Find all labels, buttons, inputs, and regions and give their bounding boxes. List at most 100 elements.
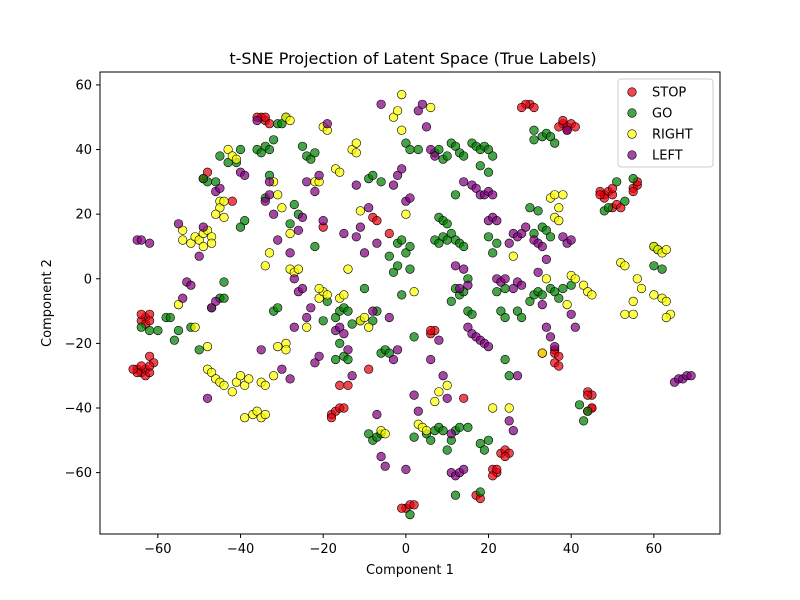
data-point-go: [550, 138, 560, 148]
data-point-stop: [558, 115, 568, 126]
data-point-left: [401, 464, 411, 475]
data-point-go: [483, 435, 494, 445]
data-point-go: [450, 490, 461, 500]
y-tick-label: 40: [75, 143, 92, 158]
data-point-stop: [145, 361, 155, 371]
data-point-left: [376, 451, 386, 462]
data-point-right: [285, 115, 295, 126]
data-point-left: [314, 170, 324, 180]
data-point-go: [368, 316, 378, 326]
data-point-right: [240, 380, 250, 391]
data-point-left: [322, 119, 332, 129]
data-point-go: [343, 306, 353, 316]
data-point-go: [516, 312, 527, 323]
data-point-right: [198, 241, 208, 252]
data-point-go: [405, 241, 415, 252]
x-tick-label: 0: [402, 542, 410, 557]
data-point-left: [277, 364, 287, 374]
data-point-go: [442, 219, 452, 229]
data-point-go: [483, 232, 494, 242]
data-point-right: [339, 290, 349, 300]
legend-label-right: RIGHT: [652, 128, 693, 143]
data-point-left: [293, 225, 304, 235]
data-point-right: [620, 309, 630, 319]
data-point-go: [405, 509, 415, 520]
data-point-go: [384, 348, 394, 358]
data-point-right: [252, 406, 262, 416]
data-point-left: [463, 280, 473, 290]
data-point-right: [343, 264, 353, 274]
data-point-go: [488, 248, 498, 258]
data-point-go: [165, 312, 175, 323]
data-point-right: [554, 216, 564, 226]
data-point-go: [359, 283, 370, 294]
data-point-go: [388, 267, 399, 277]
data-point-right: [281, 345, 291, 355]
data-point-right: [264, 248, 275, 258]
data-point-go: [310, 241, 320, 252]
data-point-go: [347, 319, 357, 329]
data-point-left: [318, 216, 328, 226]
data-point-stop: [145, 351, 155, 361]
data-point-go: [438, 426, 448, 436]
data-point-right: [426, 102, 436, 113]
legend-label-go: GO: [652, 107, 672, 122]
data-point-go: [566, 280, 576, 290]
data-point-go: [235, 222, 246, 232]
data-point-left: [252, 115, 262, 126]
data-point-right: [661, 296, 671, 307]
data-point-go: [446, 228, 456, 239]
data-point-stop: [570, 122, 580, 132]
legend-label-stop: STOP: [652, 86, 686, 101]
legend-box: [617, 78, 714, 168]
data-point-right: [570, 274, 580, 284]
plot-area: [128, 89, 696, 520]
data-point-left: [207, 303, 217, 313]
data-point-left: [289, 322, 299, 332]
data-point-go: [537, 290, 547, 300]
data-point-go: [343, 354, 353, 365]
data-point-go: [450, 141, 461, 151]
data-point-go: [459, 241, 469, 252]
data-point-left: [215, 183, 225, 193]
data-point-left: [376, 99, 386, 109]
data-point-left: [302, 312, 312, 323]
data-point-right: [388, 112, 399, 122]
data-point-left: [541, 254, 552, 264]
data-point-right: [409, 287, 419, 297]
data-point-stop: [136, 309, 146, 319]
data-point-left: [471, 183, 481, 193]
data-point-right: [355, 206, 366, 216]
data-point-left: [264, 177, 275, 187]
x-tick-label: −60: [144, 542, 171, 557]
data-point-stop: [488, 471, 498, 481]
data-point-left: [463, 322, 473, 332]
data-point-go: [612, 177, 622, 187]
data-point-right: [434, 387, 444, 397]
data-point-left: [545, 332, 556, 342]
data-point-right: [223, 144, 233, 155]
data-point-go: [455, 422, 465, 433]
data-point-go: [483, 144, 494, 155]
chart-title: t-SNE Projection of Latent Space (True L…: [229, 49, 596, 68]
data-point-left: [393, 345, 403, 355]
data-point-left: [504, 238, 514, 248]
legend: STOP GO RIGHT LEFT: [617, 78, 714, 168]
data-point-right: [211, 209, 221, 219]
data-point-go: [256, 148, 266, 158]
data-point-left: [297, 283, 308, 294]
data-point-right: [504, 403, 514, 413]
data-point-go: [405, 144, 415, 155]
data-point-left: [541, 322, 552, 332]
data-point-go: [331, 354, 341, 365]
data-point-right: [219, 196, 229, 206]
data-point-right: [587, 290, 597, 300]
data-point-go: [574, 400, 585, 410]
data-point-left: [504, 416, 514, 426]
data-point-left: [516, 280, 527, 290]
data-point-go: [512, 306, 523, 316]
data-point-left: [372, 238, 382, 248]
data-point-right: [380, 429, 390, 439]
data-point-left: [508, 426, 518, 436]
data-point-right: [661, 312, 671, 323]
